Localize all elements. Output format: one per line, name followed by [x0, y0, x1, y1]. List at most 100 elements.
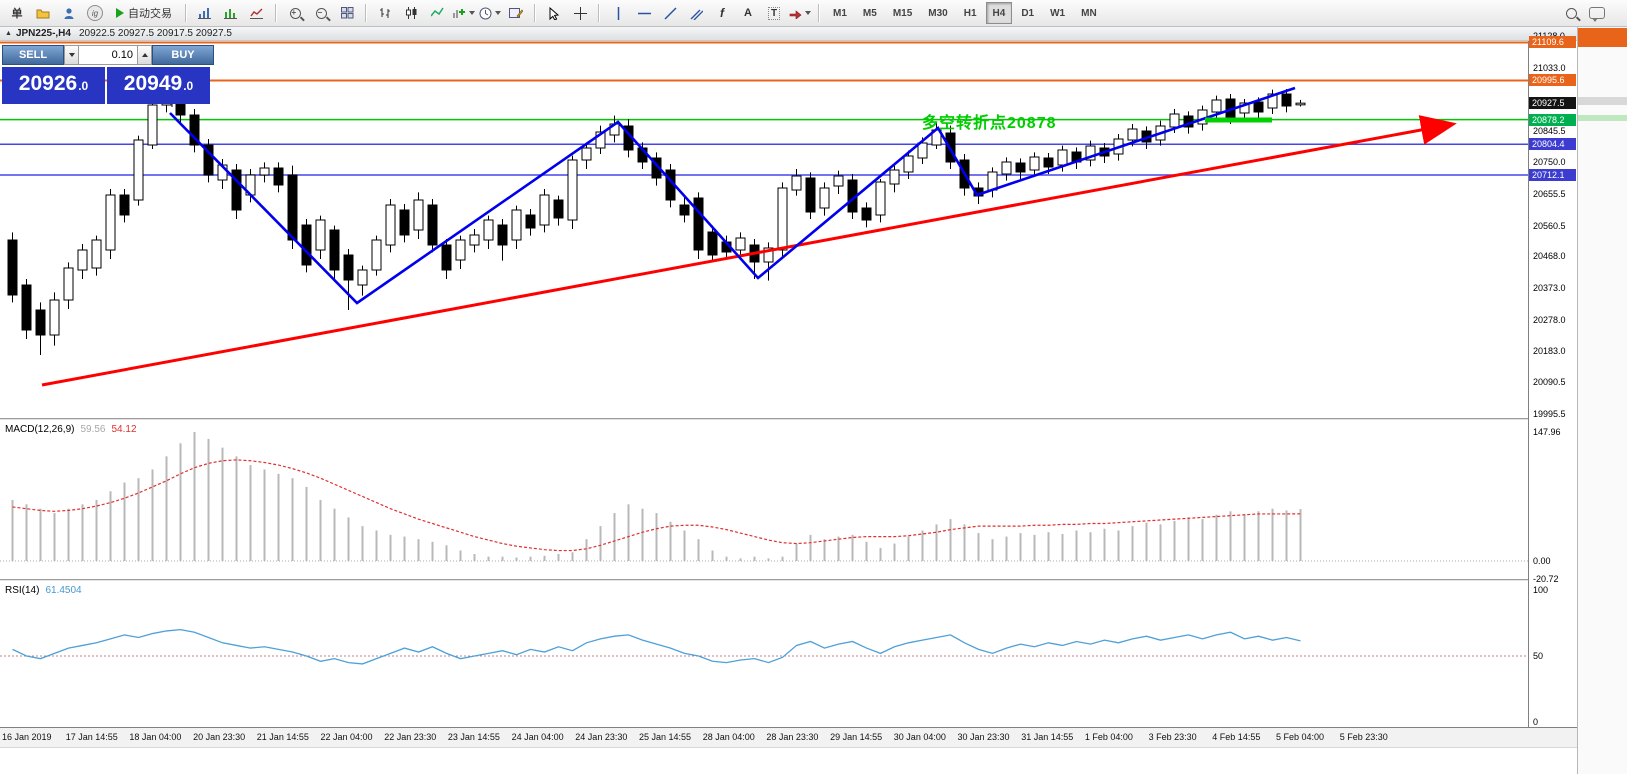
shapes-tool-button[interactable] — [788, 1, 812, 25]
candle-body — [77, 249, 88, 271]
price-axis-label: 20090.5 — [1533, 377, 1566, 388]
macd-signal-line — [12, 459, 1301, 552]
volume-up-button[interactable] — [137, 45, 152, 65]
channel-tool-button[interactable] — [684, 1, 708, 25]
candle-body — [735, 237, 746, 251]
timeframe-m5-button[interactable]: M5 — [862, 7, 877, 19]
market-watch-button[interactable] — [57, 1, 81, 25]
oscillators-button[interactable] — [245, 1, 269, 25]
time-axis-label: 5 Feb 04:00 — [1276, 732, 1325, 742]
horizontal-line-tool-button[interactable] — [632, 1, 656, 25]
tile-windows-button[interactable] — [335, 1, 359, 25]
one-click-trading-panel: SELL BUY 20926 .0 20949 .0 — [2, 45, 214, 104]
templates-button[interactable] — [504, 1, 528, 25]
time-axis-label: 22 Jan 23:30 — [384, 732, 437, 742]
timeframe-m30-button[interactable]: M30 — [928, 7, 948, 19]
timeframe-w1-button[interactable]: W1 — [1050, 7, 1066, 19]
fibonacci-tool-button[interactable]: f — [710, 1, 734, 25]
timeframe-h4-button[interactable]: H4 — [985, 2, 1013, 24]
folder-icon — [36, 9, 50, 19]
macd-chart[interactable] — [0, 421, 1528, 579]
main-chart-area[interactable] — [0, 41, 1528, 418]
sell-button[interactable]: SELL — [2, 45, 64, 65]
candle-body — [987, 171, 998, 191]
time-axis-label: 30 Jan 04:00 — [893, 732, 946, 742]
candle-body — [581, 147, 592, 161]
bar-chart-mode-button[interactable] — [373, 1, 397, 25]
candle-body — [455, 239, 466, 261]
time-axis[interactable]: 16 Jan 2019 17 Jan 14:55 18 Jan 04:00 20 Ja… — [0, 727, 1577, 747]
candle-body — [763, 247, 774, 263]
label-tool-button[interactable]: T — [762, 1, 786, 25]
buy-button[interactable]: BUY — [152, 45, 214, 65]
timeframe-mn-button[interactable]: MN — [1081, 7, 1097, 19]
crosshair-button[interactable] — [568, 1, 592, 25]
separator — [534, 4, 536, 22]
time-axis-label: 20 Jan 23:30 — [193, 732, 246, 742]
rsi-axis-label: 100 — [1533, 585, 1549, 595]
candle-body — [315, 219, 326, 251]
sell-price-frac: .0 — [78, 79, 89, 93]
sell-price-display[interactable]: 20926 .0 — [2, 67, 105, 104]
text-tool-button[interactable]: A — [736, 1, 760, 25]
macd-axis-label: 147.96 — [1533, 427, 1561, 437]
candle-body — [707, 231, 718, 256]
timeframe-m1-button[interactable]: M1 — [833, 7, 847, 19]
vertical-line-tool-button[interactable] — [606, 1, 630, 25]
candle-body — [917, 142, 928, 159]
profiles-button[interactable] — [31, 1, 55, 25]
candle-body — [371, 239, 382, 271]
indicator-list-button[interactable] — [219, 1, 243, 25]
line-chart-mode-button[interactable] — [425, 1, 449, 25]
new-order-button[interactable]: 单 — [5, 1, 29, 25]
arrow-shape-icon — [789, 10, 802, 19]
new-chart-button[interactable] — [451, 1, 476, 25]
candle-body — [1281, 93, 1292, 107]
side-strip-marker-orange — [1578, 28, 1627, 47]
rsi-panel[interactable]: RSI(14) 61.4504 — [0, 582, 1528, 727]
timeframe-h1-button[interactable]: H1 — [963, 7, 977, 19]
rsi-chart[interactable] — [0, 582, 1528, 727]
panel-splitter-rsi[interactable] — [0, 579, 1577, 582]
search-button[interactable] — [1559, 1, 1583, 25]
horizontal-line-icon — [637, 12, 651, 14]
cursor-button[interactable] — [542, 1, 566, 25]
volume-down-button[interactable] — [64, 45, 79, 65]
volume-input[interactable] — [79, 45, 137, 65]
macd-panel[interactable]: MACD(12,26,9) 59.56 54.12 — [0, 421, 1528, 579]
panel-splitter-macd[interactable] — [0, 418, 1577, 421]
candle-body — [483, 219, 494, 241]
candlestick-chart[interactable] — [0, 41, 1528, 418]
bar-graph-green-icon — [224, 9, 237, 19]
side-strip-marker-gray — [1578, 97, 1627, 105]
candle-body — [875, 181, 886, 216]
trendline-icon — [663, 6, 677, 20]
candle-body — [1015, 162, 1026, 173]
annotation-text[interactable]: 多空转折点20878 — [922, 115, 1057, 132]
time-axis-label: 18 Jan 04:00 — [129, 732, 182, 742]
candle-body — [413, 199, 424, 231]
timeframe-group: M1 M5 M15 M30 H1 H4 D1 W1 MN — [825, 2, 1105, 24]
candle-chart-mode-button[interactable] — [399, 1, 423, 25]
periods-button[interactable] — [478, 1, 502, 25]
candle-body — [91, 239, 102, 269]
price-tag: 20878.2 — [1529, 113, 1576, 126]
chat-bubble-icon — [1589, 7, 1605, 22]
autotrading-button[interactable]: 自动交易 — [109, 1, 179, 25]
candle-body — [1043, 157, 1054, 168]
candle-body — [63, 267, 74, 301]
chat-button[interactable] — [1585, 1, 1609, 25]
indicators-button[interactable] — [193, 1, 217, 25]
trendline-tool-button[interactable] — [658, 1, 682, 25]
zoom-out-button[interactable]: − — [309, 1, 333, 25]
timeframe-m15-button[interactable]: M15 — [892, 7, 913, 19]
candle-body — [861, 207, 872, 221]
zoom-in-button[interactable]: + — [283, 1, 307, 25]
candle-body — [833, 175, 844, 187]
separator — [185, 4, 187, 22]
buy-price-display[interactable]: 20949 .0 — [107, 67, 210, 104]
broker-logo-button[interactable]: ig — [83, 1, 107, 25]
price-axis[interactable]: 21128.0 21033.0 20845.5 20750.0 20655.5 20560… — [1528, 31, 1577, 727]
timeframe-d1-button[interactable]: D1 — [1021, 7, 1035, 19]
